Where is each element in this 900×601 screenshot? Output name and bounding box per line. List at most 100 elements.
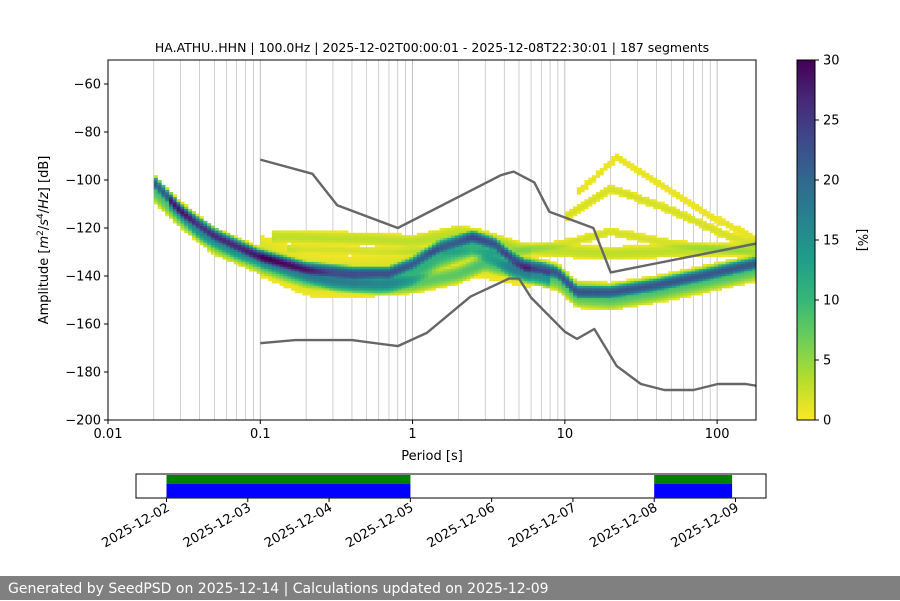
density-cell [382, 283, 387, 286]
density-cell [599, 297, 604, 301]
density-cell [512, 247, 517, 250]
density-cell [332, 268, 337, 272]
density-cell [630, 235, 635, 238]
density-cell [592, 252, 597, 255]
density-cell [435, 268, 440, 272]
density-cell [634, 165, 639, 169]
density-cell [744, 266, 749, 270]
density-cell [355, 256, 360, 260]
density-cell [618, 285, 623, 289]
density-cell [683, 292, 688, 296]
density-cell [683, 288, 688, 291]
density-cell [603, 168, 608, 171]
density-cell [466, 237, 471, 241]
density-cell [611, 163, 616, 166]
density-cell [512, 268, 517, 272]
density-cell [573, 295, 578, 298]
density-cell [329, 268, 334, 272]
density-cell [454, 259, 459, 262]
density-cell [725, 230, 730, 234]
density-cell [298, 254, 303, 258]
density-cell [603, 280, 608, 284]
density-cell [188, 228, 193, 231]
density-cell [531, 247, 536, 250]
density-cell [466, 247, 471, 250]
density-cell [523, 283, 528, 286]
density-cell [287, 259, 292, 262]
timeline-tick-label: 2025-12-02 [100, 500, 173, 551]
density-cell [717, 278, 722, 282]
density-cell [725, 259, 730, 262]
density-cell [603, 283, 608, 286]
density-cell [531, 276, 536, 279]
density-cell [351, 242, 357, 246]
density-cell [165, 206, 170, 210]
density-cell [226, 244, 231, 248]
density-cell [473, 249, 479, 253]
density-cell [752, 237, 756, 241]
density-cell [451, 232, 456, 236]
density-cell [226, 256, 231, 260]
density-cell [538, 261, 543, 265]
density-cell [283, 268, 288, 272]
density-cell [271, 256, 277, 260]
density-cell [268, 264, 273, 267]
density-cell [675, 271, 681, 274]
density-cell [561, 242, 566, 246]
density-cell [306, 290, 311, 294]
density-cell [294, 261, 299, 265]
density-cell [355, 252, 360, 255]
density-cell [451, 252, 456, 255]
density-cell [569, 290, 574, 294]
density-cell [466, 254, 471, 258]
density-cell [542, 280, 547, 284]
density-cell [233, 254, 238, 258]
density-cell [268, 247, 273, 250]
density-cell [351, 273, 357, 277]
density-cell [443, 237, 448, 241]
density-cell [546, 285, 551, 289]
density-cell [725, 273, 730, 277]
density-cell [679, 280, 684, 284]
density-cell [371, 268, 376, 272]
density-cell [264, 259, 269, 262]
density-cell [191, 213, 196, 217]
density-cell [405, 259, 410, 262]
density-cell [607, 249, 612, 253]
density-cell [668, 288, 673, 291]
density-cell [336, 295, 341, 298]
density-cell [382, 288, 387, 291]
density-cell [736, 264, 742, 267]
footer-text: Generated by SeedPSD on 2025-12-14 | Cal… [8, 581, 549, 597]
density-cell [386, 261, 391, 265]
density-cell [249, 247, 254, 250]
density-cell [588, 240, 593, 243]
density-cell [538, 249, 543, 253]
density-cell [420, 235, 425, 238]
density-cell [614, 187, 620, 190]
density-cell [473, 235, 479, 238]
density-cell [466, 259, 471, 262]
density-cell [439, 228, 444, 231]
density-cell [569, 213, 574, 217]
density-cell [485, 252, 490, 255]
density-cell [736, 237, 742, 241]
density-cell [683, 216, 688, 219]
density-cell [584, 280, 589, 284]
density-cell [313, 232, 318, 236]
density-cell [363, 256, 368, 260]
density-cell [363, 264, 368, 267]
density-cell [607, 187, 612, 190]
density-cell [630, 232, 635, 236]
density-cell [592, 280, 597, 284]
density-cell [199, 240, 204, 243]
density-cell [553, 273, 559, 277]
density-cell [260, 273, 265, 277]
density-cell [336, 237, 341, 241]
density-cell [397, 256, 402, 260]
density-cell [336, 256, 341, 260]
density-cell [340, 288, 345, 291]
density-cell [454, 261, 459, 265]
density-cell [409, 252, 414, 255]
density-cell [744, 256, 749, 260]
